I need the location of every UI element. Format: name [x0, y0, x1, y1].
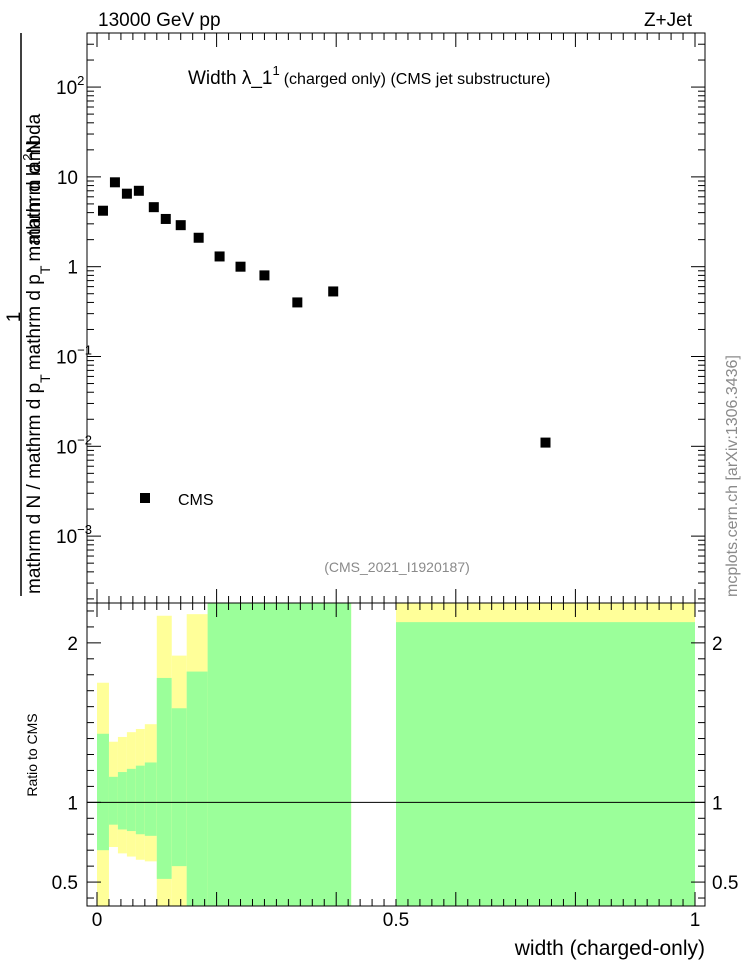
y-label-numerator-line: mathrm d N / mathrm d pTmathrm d pTmathr…	[24, 113, 53, 594]
y-tick-label: 10−3	[56, 522, 92, 548]
data-point	[160, 213, 171, 224]
data-point	[328, 286, 339, 297]
ratio-tick-label-right: 2	[712, 634, 723, 655]
process-label: Z+Jet	[644, 10, 693, 31]
ratio-tick-label-right: 1	[712, 793, 723, 814]
main-plot-frame	[86, 32, 706, 604]
x-tick-label: 0.5	[383, 910, 409, 931]
data-point	[133, 185, 144, 196]
x-axis-label: width (charged-only)	[514, 937, 705, 960]
main-y-tick-labels: 102 10 1 10−1 10−2 10−3	[56, 73, 92, 548]
data-point	[259, 270, 270, 281]
data-point	[235, 261, 246, 272]
ratio-band-inner	[126, 768, 136, 832]
ratio-y-label: Ratio to CMS	[24, 713, 40, 796]
data-point	[193, 232, 204, 243]
ratio-tick-label-left: 2	[67, 634, 78, 655]
data-point	[175, 220, 186, 231]
analysis-id: (CMS_2021_I1920187)	[324, 559, 470, 575]
ratio-tick-label-left: 0.5	[52, 873, 78, 894]
ratio-band-inner	[117, 772, 127, 830]
ratio-band-inner	[186, 671, 208, 906]
ratio-tick-label-left: 1	[67, 793, 78, 814]
ratio-bands	[97, 603, 695, 906]
data-point	[148, 202, 159, 213]
plot-title: Width λ_11(charged only) (CMS jet substr…	[188, 63, 550, 89]
ratio-band-inner	[97, 733, 109, 851]
data-point	[121, 188, 132, 199]
y-tick-label: 10−2	[56, 432, 92, 458]
data-point	[109, 177, 120, 188]
ratio-band-inner	[171, 708, 187, 867]
data-point	[97, 205, 108, 216]
ratio-y-tick-labels: 0.5 0.5 1 1 2 2	[52, 634, 739, 894]
data-points	[97, 177, 551, 448]
ratio-band-inner	[396, 622, 695, 906]
ratio-band-inner	[144, 762, 157, 836]
energy-label: 13000 GeV pp	[98, 10, 221, 31]
ratio-band-inner	[156, 677, 172, 879]
ratio-tick-label-right: 0.5	[712, 873, 738, 894]
y-tick-label: 10	[57, 168, 78, 189]
main-axis-ticks	[87, 32, 705, 603]
ratio-band-inner	[207, 603, 352, 906]
legend-marker	[140, 493, 150, 503]
data-point	[292, 297, 303, 308]
ratio-band-inner	[108, 776, 118, 825]
y-axis-label: 1	[4, 312, 25, 323]
y-label-one: 1	[4, 312, 25, 323]
x-tick-label: 0	[92, 910, 103, 931]
y-tick-label: 10−1	[56, 342, 92, 368]
x-tick-labels: 0 0.5 1	[92, 910, 701, 931]
y-tick-label: 102	[56, 73, 84, 99]
y-label-denominator-line: mathrm d2N	[20, 140, 45, 244]
mcplots-label: mcplots.cern.ch [arXiv:1306.3436]	[724, 355, 741, 597]
data-point	[214, 251, 225, 262]
legend-label: CMS	[178, 492, 214, 509]
ratio-band-inner	[135, 765, 145, 835]
y-tick-label: 1	[67, 258, 78, 279]
data-point	[540, 437, 551, 448]
x-tick-label: 1	[690, 910, 701, 931]
ratio-axis-ticks	[87, 603, 705, 906]
